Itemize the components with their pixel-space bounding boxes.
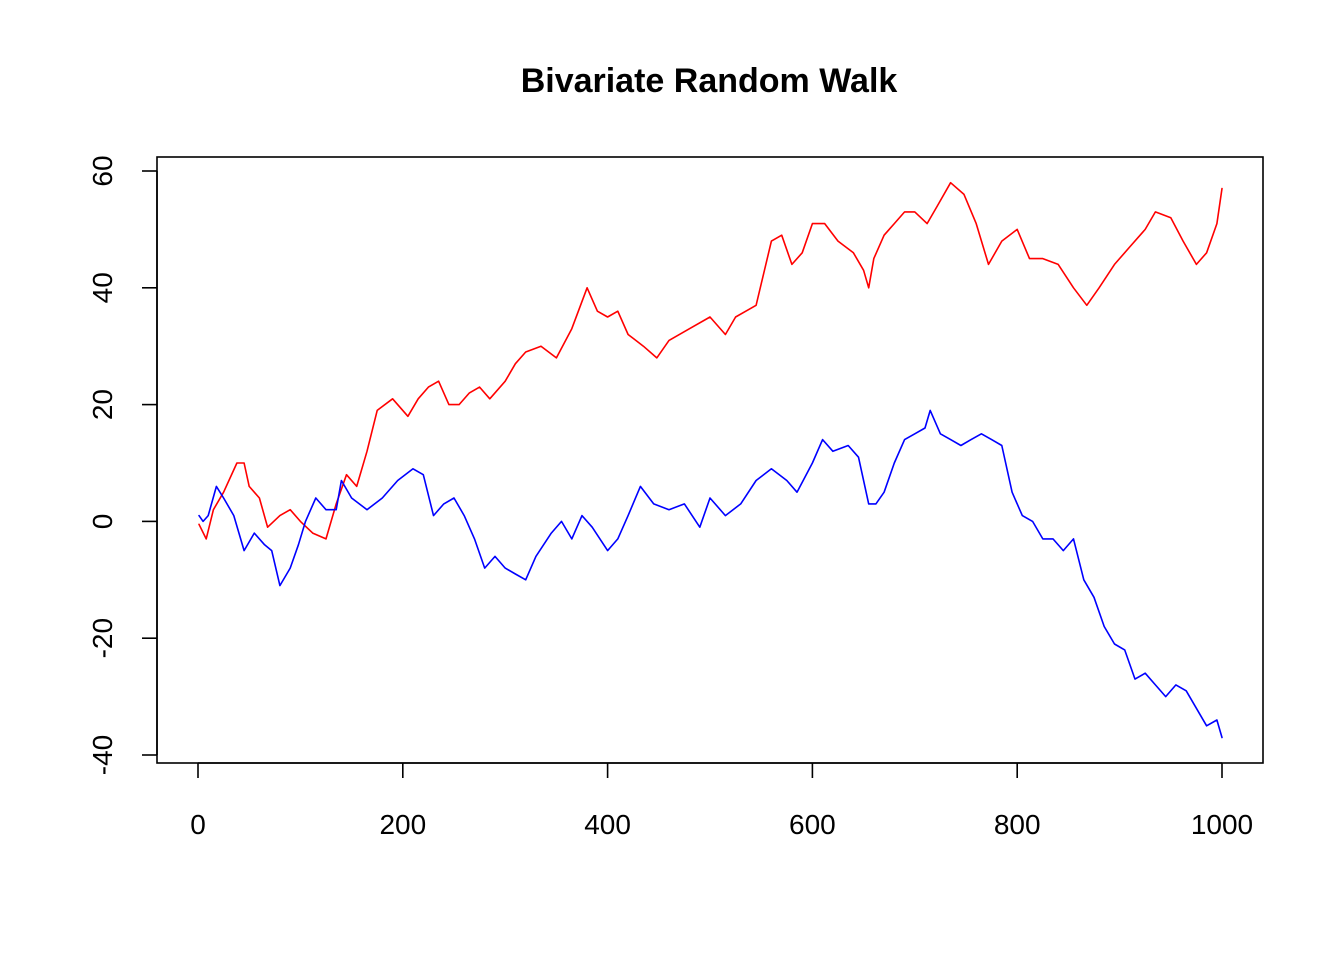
- y-axis: -40 -20 0 20 40 60: [87, 155, 158, 775]
- x-tick-label: 200: [379, 809, 426, 840]
- series-line-2: [198, 409, 1223, 739]
- y-tick-label: 60: [87, 155, 118, 186]
- y-tick-label: -20: [87, 618, 118, 658]
- plot-area-border: [156, 156, 1264, 764]
- x-tick-label: 1000: [1191, 809, 1253, 840]
- x-tick-label: 600: [789, 809, 836, 840]
- y-tick-label: -40: [87, 735, 118, 775]
- x-tick-label: 400: [584, 809, 631, 840]
- y-tick-label: 40: [87, 272, 118, 303]
- chart-title: Bivariate Random Walk: [521, 62, 898, 100]
- x-axis: 0 200 400 600 800 1000: [190, 762, 1253, 840]
- y-tick-label: 20: [87, 389, 118, 420]
- x-tick-label: 800: [994, 809, 1041, 840]
- series-layer: [198, 181, 1223, 739]
- series-line-1: [198, 181, 1223, 540]
- x-tick-label: 0: [190, 809, 206, 840]
- y-tick-label: 0: [87, 514, 118, 530]
